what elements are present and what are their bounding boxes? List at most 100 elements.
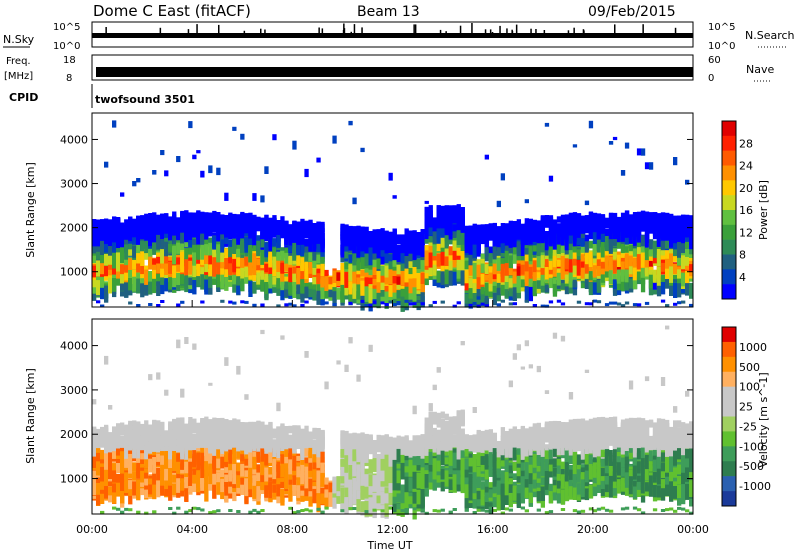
freq-tick-bottom: 8 [66,73,72,84]
echo-cell [116,441,121,450]
echo-cell [572,252,578,261]
echo-cell [128,450,133,457]
echo-cell [256,258,261,266]
echo-cell [636,242,642,251]
echo-cell [544,215,550,228]
echo-cell [532,282,538,295]
echo-cell [665,213,670,227]
echo-cell [108,246,113,257]
colorbar-tick-label: 24 [739,160,753,173]
echo-cell [608,213,614,223]
echo-cell [636,271,642,281]
echo-cell [216,223,221,237]
echo-cell [584,258,590,274]
echo-cell [600,221,606,229]
echo-cell [132,442,137,459]
echo-cell [112,426,117,433]
echo-cell [176,222,181,231]
echo-cell [124,441,129,452]
nsky-spike [515,24,518,35]
echo-cell [428,217,433,228]
echo-cell [384,265,389,278]
echo-cell [388,300,393,304]
echo-cell [144,420,149,429]
echo-cell [340,280,345,288]
echo-cell [92,246,97,254]
echo-cell [292,140,297,150]
echo-cell [512,302,518,306]
echo-cell [292,259,297,274]
echo-cell [332,303,337,306]
echo-cell [268,263,273,273]
echo-cell [636,224,642,236]
echo-cell [436,270,441,283]
echo-cell [220,274,225,289]
echo-cell [204,255,209,266]
echo-cell [224,192,229,201]
echo-cell [660,217,666,230]
echo-cell [212,236,217,248]
echo-cell [528,232,534,245]
nsky-spike [471,23,473,35]
cpid-value: twofsound 3501 [95,93,195,106]
echo-cell [396,253,401,262]
echo-cell [268,235,273,251]
echo-cell [444,233,449,249]
colorbar-segment [722,150,736,166]
echo-cell [128,229,133,246]
echo-cell [440,300,445,304]
echo-cell [352,228,357,244]
echo-cell [164,271,169,281]
echo-cell [196,150,201,154]
echo-cell [320,221,325,232]
echo-cell [128,301,133,305]
echo-cell [232,238,237,254]
echo-cell [456,266,461,279]
echo-cell [272,218,277,230]
echo-cell [132,181,137,187]
echo-cell [392,259,397,267]
echo-cell [172,214,177,227]
echo-cell [681,255,686,270]
echo-cell [292,231,297,238]
echo-cell [196,229,201,246]
echo-cell [624,246,630,253]
echo-cell [160,474,165,486]
echo-cell [156,281,161,296]
echo-cell [596,251,602,267]
echo-cell [128,464,133,474]
echo-cell [681,249,686,259]
echo-cell [92,272,97,283]
echo-cell [468,288,473,299]
echo-cell [460,231,465,245]
echo-cell [484,304,490,308]
echo-cell [188,243,193,258]
power-y-label: Slant Range [km] [24,162,37,258]
echo-cell [200,244,205,260]
echo-cell [152,258,157,265]
echo-cell [620,304,626,308]
nsky-spike [489,29,492,35]
echo-cell [628,214,634,223]
colorbar-tick-label: 8 [739,249,746,262]
echo-cell [104,428,109,436]
echo-cell [580,238,586,247]
echo-cell [452,240,457,252]
echo-cell [408,272,413,282]
echo-cell [104,285,109,301]
echo-cell [632,215,638,228]
echo-cell [368,304,373,308]
echo-cell [564,258,570,270]
echo-cell [316,243,321,253]
echo-cell [228,231,233,240]
echo-cell [632,230,638,246]
echo-cell [568,250,574,262]
nsky-spike [642,24,644,35]
echo-cell [440,237,445,248]
echo-cell [128,422,133,434]
echo-cell [240,300,245,304]
echo-cell [448,260,453,271]
echo-cell [552,230,558,245]
echo-cell [464,268,469,284]
echo-cell [656,266,662,278]
